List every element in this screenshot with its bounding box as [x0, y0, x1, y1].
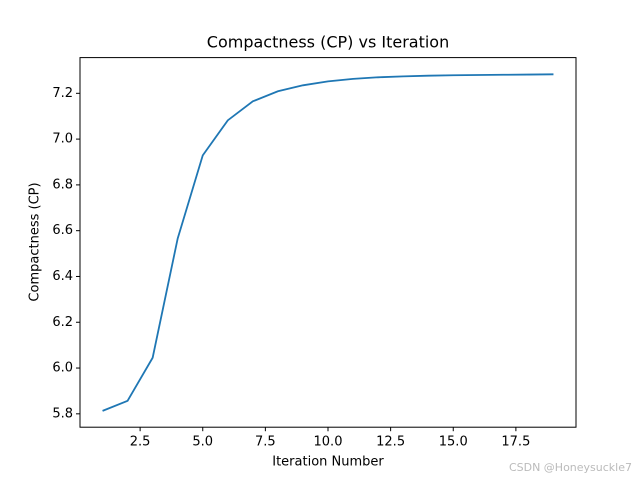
x-tick-label: 10.0 [314, 435, 343, 450]
y-tick-label: 5.8 [52, 406, 73, 421]
watermark: CSDN @Honeysuckle7 [509, 461, 632, 474]
x-axis-label: Iteration Number [272, 455, 384, 470]
y-tick-label: 6.4 [52, 269, 73, 284]
x-tick-label: 12.5 [376, 435, 405, 450]
x-tick-label: 17.5 [501, 435, 530, 450]
y-axis-label: Compactness (CP) [28, 182, 43, 301]
x-tick-label: 2.5 [130, 435, 151, 450]
y-tick-label: 6.0 [52, 361, 73, 376]
chart-title: Compactness (CP) vs Iteration [207, 33, 449, 52]
y-tick-label: 6.2 [52, 315, 73, 330]
data-line [102, 73, 554, 412]
y-tick-label: 7.2 [52, 86, 73, 101]
x-tick-label: 15.0 [439, 435, 468, 450]
x-tick-label: 7.5 [255, 435, 276, 450]
y-tick-label: 6.8 [52, 177, 73, 192]
x-tick-label: 5.0 [192, 435, 213, 450]
y-tick-label: 6.6 [52, 223, 73, 238]
y-tick-label: 7.0 [52, 132, 73, 147]
